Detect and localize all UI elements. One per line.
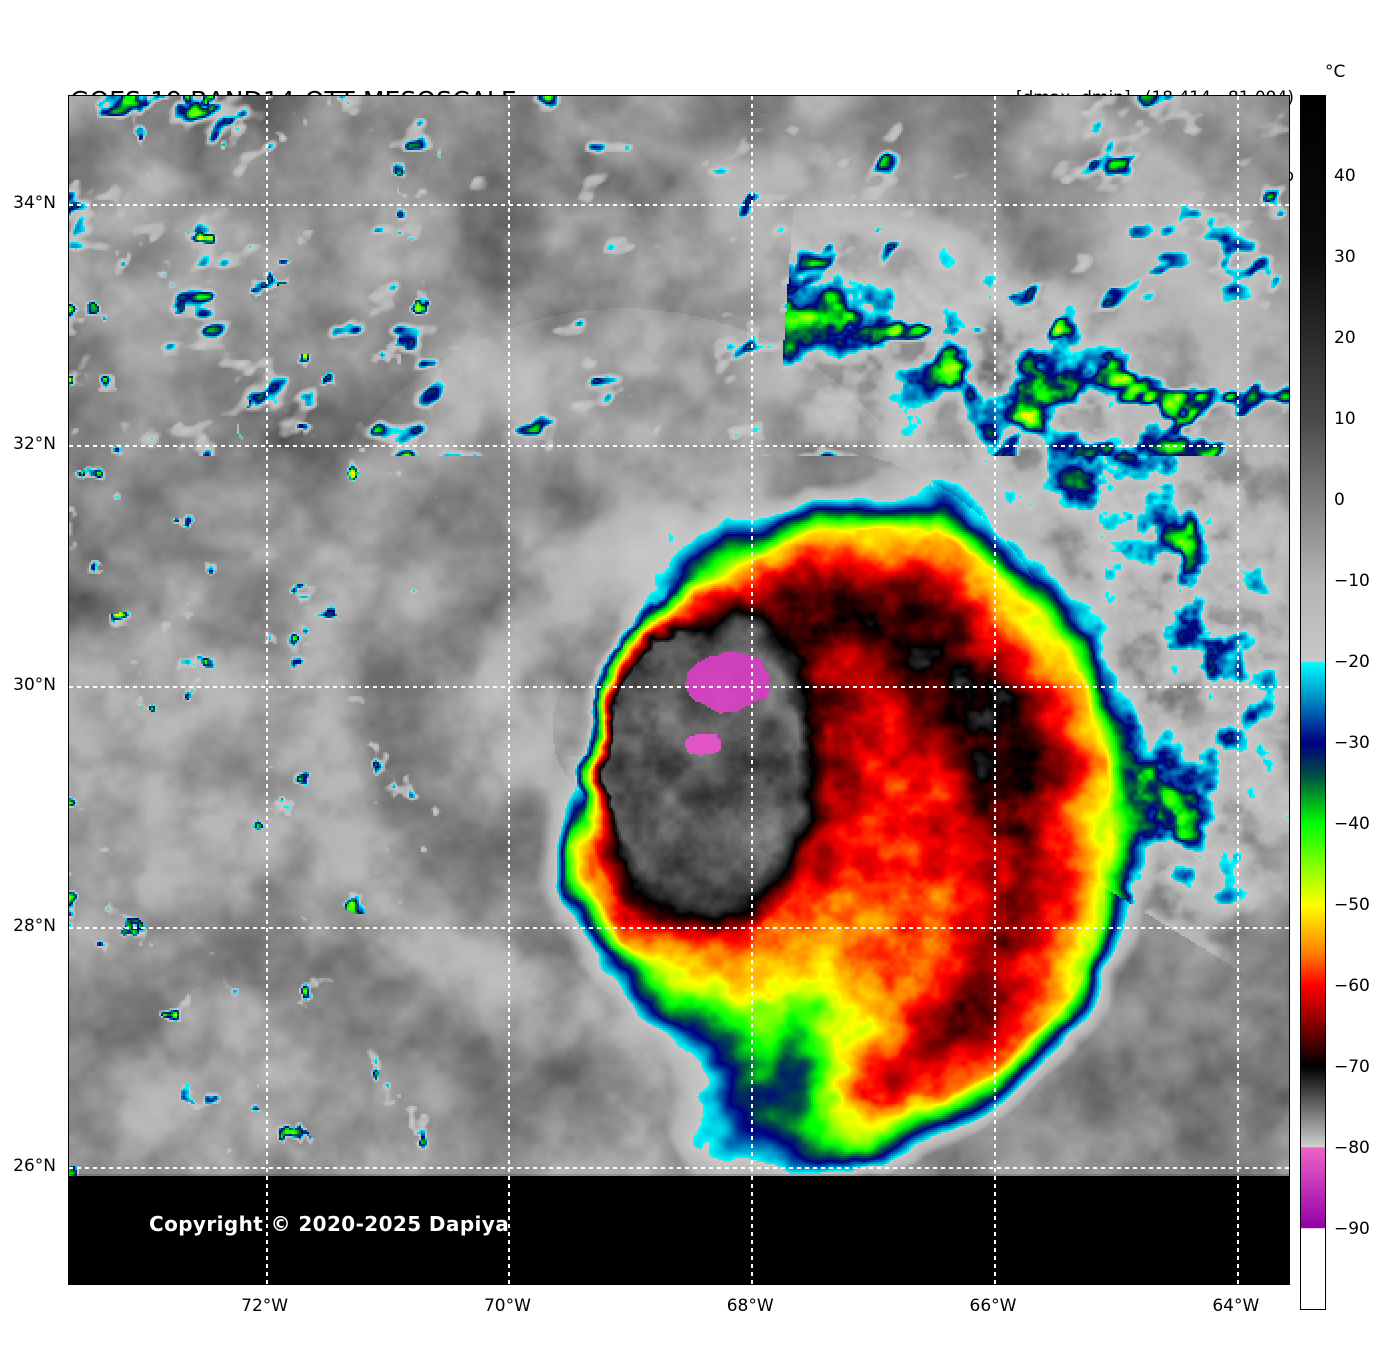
copyright-label: Copyright © 2020-2025 Dapiya bbox=[149, 1212, 510, 1236]
colorbar-tick-label: −50 bbox=[1334, 895, 1370, 915]
gridline-lat-1 bbox=[69, 445, 1289, 447]
colorbar-tick-label: −20 bbox=[1334, 652, 1370, 672]
gridline-lon-1 bbox=[508, 96, 510, 1284]
colorbar-tick-label: −80 bbox=[1334, 1138, 1370, 1158]
lon-tick-label: 66°W bbox=[969, 1296, 1017, 1316]
ir-brightness-temperature-heatmap bbox=[69, 96, 1289, 1284]
satellite-image-plot: Copyright © 2020-2025 Dapiya bbox=[68, 95, 1290, 1285]
colorbar-tick-label: 20 bbox=[1334, 328, 1356, 348]
colorbar-tick-label: −70 bbox=[1334, 1057, 1370, 1077]
gridline-lon-0 bbox=[266, 96, 268, 1284]
lat-tick-label: 32°N bbox=[13, 434, 56, 455]
lat-tick-label: 26°N bbox=[13, 1156, 56, 1177]
lat-tick-label: 30°N bbox=[13, 674, 56, 695]
gridline-lat-2 bbox=[69, 686, 1289, 688]
colorbar-tick-label: 40 bbox=[1334, 166, 1356, 186]
lon-tick-label: 68°W bbox=[726, 1296, 774, 1316]
lon-tick-label: 70°W bbox=[483, 1296, 531, 1316]
colorbar-tick-label: 10 bbox=[1334, 409, 1356, 429]
colorbar-unit-label: °C bbox=[1325, 62, 1346, 82]
colorbar-tick-label: −90 bbox=[1334, 1219, 1370, 1239]
temperature-colorbar bbox=[1300, 95, 1326, 1310]
colorbar-tick-label: −40 bbox=[1334, 814, 1370, 834]
colorbar-tick-label: −10 bbox=[1334, 571, 1370, 591]
gridline-lon-3 bbox=[994, 96, 996, 1284]
gridline-lat-3 bbox=[69, 927, 1289, 929]
lat-tick-label: 34°N bbox=[13, 193, 56, 214]
colorbar-tick-label: 0 bbox=[1334, 490, 1345, 510]
gridline-lon-4 bbox=[1237, 96, 1239, 1284]
lon-tick-label: 64°W bbox=[1212, 1296, 1260, 1316]
colorbar-tick-label: −60 bbox=[1334, 976, 1370, 996]
gridline-lat-4 bbox=[69, 1167, 1289, 1169]
lon-tick-label: 72°W bbox=[241, 1296, 289, 1316]
colorbar-gradient bbox=[1301, 96, 1325, 1309]
colorbar-tick-label: 30 bbox=[1334, 247, 1356, 267]
colorbar-tick-label: −30 bbox=[1334, 733, 1370, 753]
lat-tick-label: 28°N bbox=[13, 915, 56, 936]
gridline-lon-2 bbox=[751, 96, 753, 1284]
gridline-lat-0 bbox=[69, 204, 1289, 206]
